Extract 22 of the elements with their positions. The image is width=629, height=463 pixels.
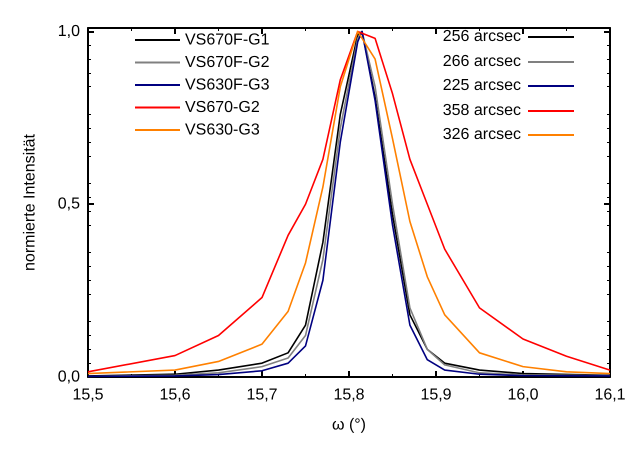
x-tick-label: 16,1 <box>594 386 626 404</box>
annotation: 326 arcsec <box>442 125 521 145</box>
annotation: 266 arcsec <box>442 52 521 72</box>
x-tick-label: 15,8 <box>333 386 365 404</box>
x-axis-title: ω (°) <box>332 416 366 434</box>
legend-label: VS670-G2 <box>185 99 260 116</box>
x-tick-label: 15,7 <box>246 386 278 404</box>
annotation: 256 arcsec <box>442 27 521 47</box>
x-tick-label: 16,0 <box>507 386 539 404</box>
annotation: 358 arcsec <box>442 100 521 120</box>
y-axis-title: normierte Intensität <box>22 133 38 271</box>
y-tick-label: 0,5 <box>58 196 80 213</box>
annotation: 225 arcsec <box>442 76 521 96</box>
legend-label: VS630F-G3 <box>185 76 270 94</box>
legend-label: VS670F-G1 <box>185 32 270 48</box>
x-tick-label: 15,5 <box>72 386 104 404</box>
y-tick-label: 1,0 <box>58 22 80 40</box>
legend-label: VS630-G3 <box>185 122 260 138</box>
x-tick-label: 15,6 <box>159 386 191 404</box>
y-tick-label: 0,0 <box>58 368 80 386</box>
legend-label: VS670F-G2 <box>185 54 270 71</box>
x-tick-label: 15,9 <box>420 386 452 404</box>
